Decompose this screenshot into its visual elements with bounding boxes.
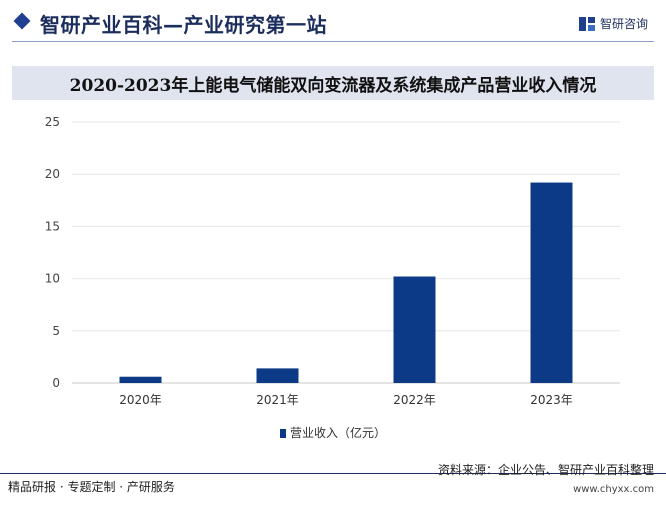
x-tick-label: 2022年 bbox=[393, 393, 436, 407]
footer-source-block: 资料来源：企业公告、智研产业百科整理 www.chyxx.com bbox=[438, 461, 654, 495]
chart-legend: 营业收入（亿元） bbox=[0, 424, 666, 441]
y-tick-label: 0 bbox=[52, 376, 60, 390]
brand-logo: 智研咨询 bbox=[578, 15, 648, 32]
x-tick-label: 2023年 bbox=[530, 393, 573, 407]
y-tick-label: 15 bbox=[45, 219, 60, 233]
x-tick-label: 2021年 bbox=[256, 393, 299, 407]
brand-name: 智研咨询 bbox=[599, 17, 648, 31]
source-note: 资料来源：企业公告、智研产业百科整理 bbox=[437, 463, 654, 477]
bar-chart: 0 5 10 15 20 25 2020年 2021年 2022年 2023年 bbox=[45, 115, 620, 407]
bar bbox=[530, 182, 573, 383]
y-tick-label: 10 bbox=[45, 272, 60, 286]
y-tick-label: 5 bbox=[52, 324, 60, 338]
diamond-icon bbox=[13, 12, 31, 30]
site-title: 智研产业百科—产业研究第一站 bbox=[40, 13, 327, 37]
chart-title-bar: 2020-2023年上能电气储能双向变流器及系统集成产品营业收入情况 bbox=[12, 66, 654, 100]
chart-title: 2020-2023年上能电气储能双向变流器及系统集成产品营业收入情况 bbox=[69, 75, 597, 96]
legend-swatch bbox=[279, 429, 286, 438]
header-divider bbox=[12, 41, 654, 42]
site-url: www.chyxx.com bbox=[573, 484, 654, 495]
bar bbox=[256, 368, 299, 383]
footer-divider bbox=[0, 473, 666, 474]
x-tick-label: 2020年 bbox=[119, 393, 162, 407]
page-header: 智研产业百科—产业研究第一站 智研咨询 bbox=[0, 0, 666, 44]
y-tick-label: 20 bbox=[45, 167, 60, 181]
footer-services: 精品研报 · 专题定制 · 产研服务 bbox=[8, 480, 175, 494]
bar bbox=[119, 376, 162, 383]
legend-label: 营业收入（亿元） bbox=[289, 426, 386, 440]
y-tick-label: 25 bbox=[45, 115, 60, 129]
bar bbox=[393, 276, 436, 383]
logo-icon bbox=[578, 16, 595, 31]
